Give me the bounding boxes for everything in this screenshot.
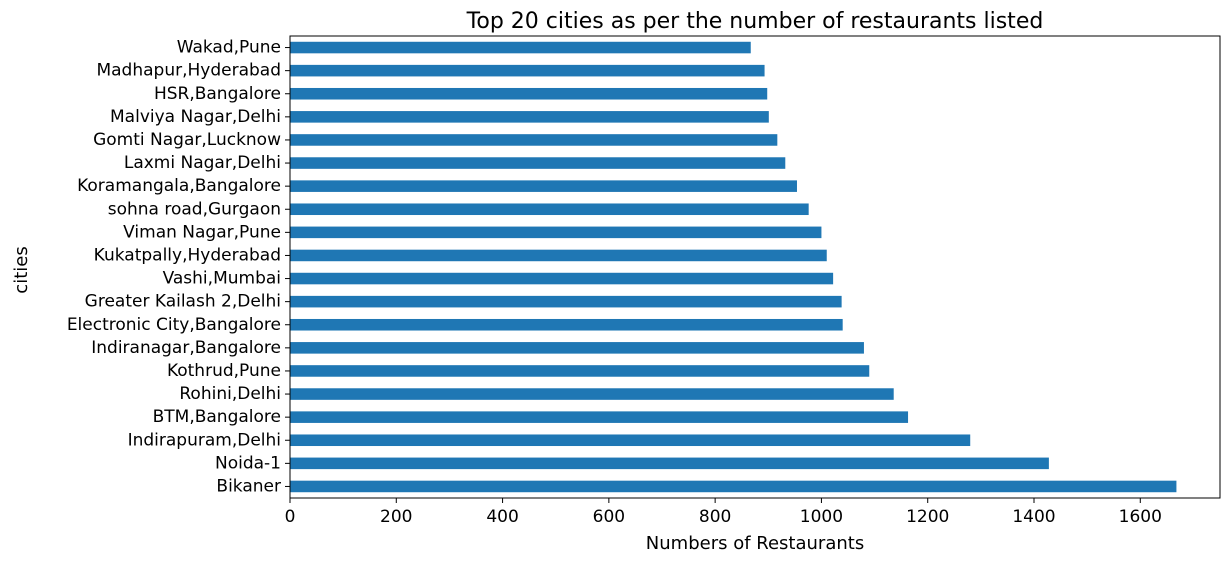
x-tick-label: 200 <box>380 507 412 527</box>
y-axis-label: cities <box>11 246 32 293</box>
bar <box>290 365 870 377</box>
x-tick-label: 1000 <box>800 507 843 527</box>
bar <box>290 388 894 400</box>
y-tick-label: Kothrud,Pune <box>167 361 281 381</box>
bar <box>290 203 809 216</box>
y-tick-label: HSR,Bangalore <box>154 84 281 104</box>
bar <box>290 134 778 146</box>
y-tick-label: Viman Nagar,Pune <box>123 222 281 242</box>
bar <box>290 411 909 423</box>
y-tick-labels: Bikaner Noida-1 Indirapuram,Delhi BTM,Banga… <box>67 38 290 496</box>
bar <box>290 157 786 169</box>
y-tick-label: Vashi,Mumbai <box>163 269 281 289</box>
y-tick-label: Indirapuram,Delhi <box>128 430 281 450</box>
bar <box>290 64 765 77</box>
y-tick-label: Greater Kailash 2,Delhi <box>85 292 281 312</box>
x-tick-label: 1400 <box>1012 507 1055 527</box>
bar <box>290 226 822 239</box>
x-axis-label: Numbers of Restaurants <box>646 533 864 554</box>
y-tick-label: sohna road,Gurgaon <box>108 199 281 219</box>
bars-group <box>290 41 1177 493</box>
bar <box>290 342 864 354</box>
y-tick-label: Kukatpally,Hyderabad <box>94 245 281 265</box>
bar <box>290 318 843 331</box>
plot-frame <box>289 35 1221 499</box>
x-tick-label: 0 <box>285 507 296 527</box>
x-tick-labels: 0 200 400 600 800 1000 1200 1400 1600 <box>285 498 1162 527</box>
y-tick-label: BTM,Bangalore <box>153 407 281 427</box>
y-tick-label: Electronic City,Bangalore <box>67 315 281 335</box>
y-tick-label: Laxmi Nagar,Delhi <box>124 153 281 173</box>
x-tick-label: 800 <box>699 507 731 527</box>
bar <box>290 480 1177 493</box>
bar <box>290 180 797 192</box>
y-tick-label: Bikaner <box>216 476 281 496</box>
y-tick-label: Wakad,Pune <box>177 38 281 58</box>
y-tick-label: Koramangala,Bangalore <box>77 176 281 196</box>
y-tick-label: Noida-1 <box>215 453 281 473</box>
x-tick-label: 1600 <box>1119 507 1162 527</box>
bar <box>290 41 751 54</box>
y-tick-label: Gomti Nagar,Lucknow <box>93 130 281 150</box>
x-tick-label: 400 <box>486 507 518 527</box>
x-tick-label: 1200 <box>906 507 949 527</box>
bar <box>290 295 842 308</box>
bar <box>290 457 1049 470</box>
x-tick-label: 600 <box>593 507 625 527</box>
bar <box>290 249 827 262</box>
bar <box>290 87 768 100</box>
y-tick-label: Malviya Nagar,Delhi <box>110 107 281 127</box>
bar <box>290 111 769 123</box>
y-tick-label: Rohini,Delhi <box>179 384 281 404</box>
y-tick-label: Madhapur,Hyderabad <box>96 61 281 81</box>
y-tick-label: Indiranagar,Bangalore <box>91 338 281 358</box>
bar <box>290 272 834 285</box>
chart-title: Top 20 cities as per the number of resta… <box>466 9 1044 34</box>
bar <box>290 434 971 447</box>
